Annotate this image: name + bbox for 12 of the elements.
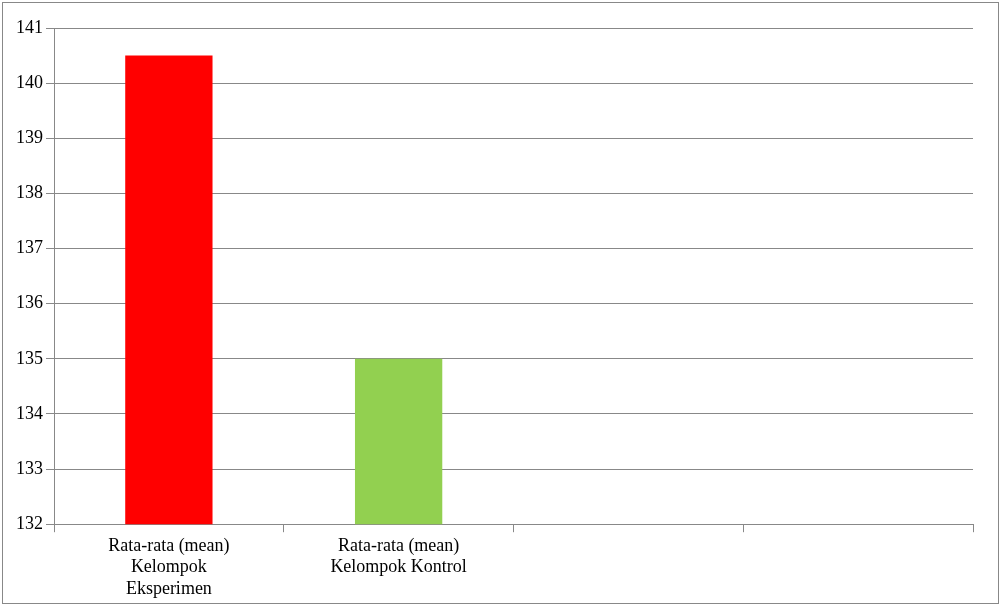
y-tick-label: 138 bbox=[16, 182, 43, 203]
x-tick-label: Rata-rata (mean) Kelompok Eksperimen bbox=[108, 534, 230, 598]
y-tick-label: 133 bbox=[16, 457, 43, 478]
y-tick-label: 134 bbox=[16, 402, 43, 423]
y-tick-label: 139 bbox=[16, 127, 43, 147]
x-tick-label: Rata-rata (mean) Kelompok Kontrol bbox=[330, 534, 467, 577]
y-tick-label: 140 bbox=[16, 71, 43, 92]
y-tick-label: 135 bbox=[16, 347, 43, 368]
y-tick-label: 137 bbox=[16, 237, 43, 258]
y-tick-label: 136 bbox=[16, 292, 43, 313]
y-tick-label: 132 bbox=[16, 512, 43, 533]
y-tick-label: 141 bbox=[16, 16, 43, 37]
